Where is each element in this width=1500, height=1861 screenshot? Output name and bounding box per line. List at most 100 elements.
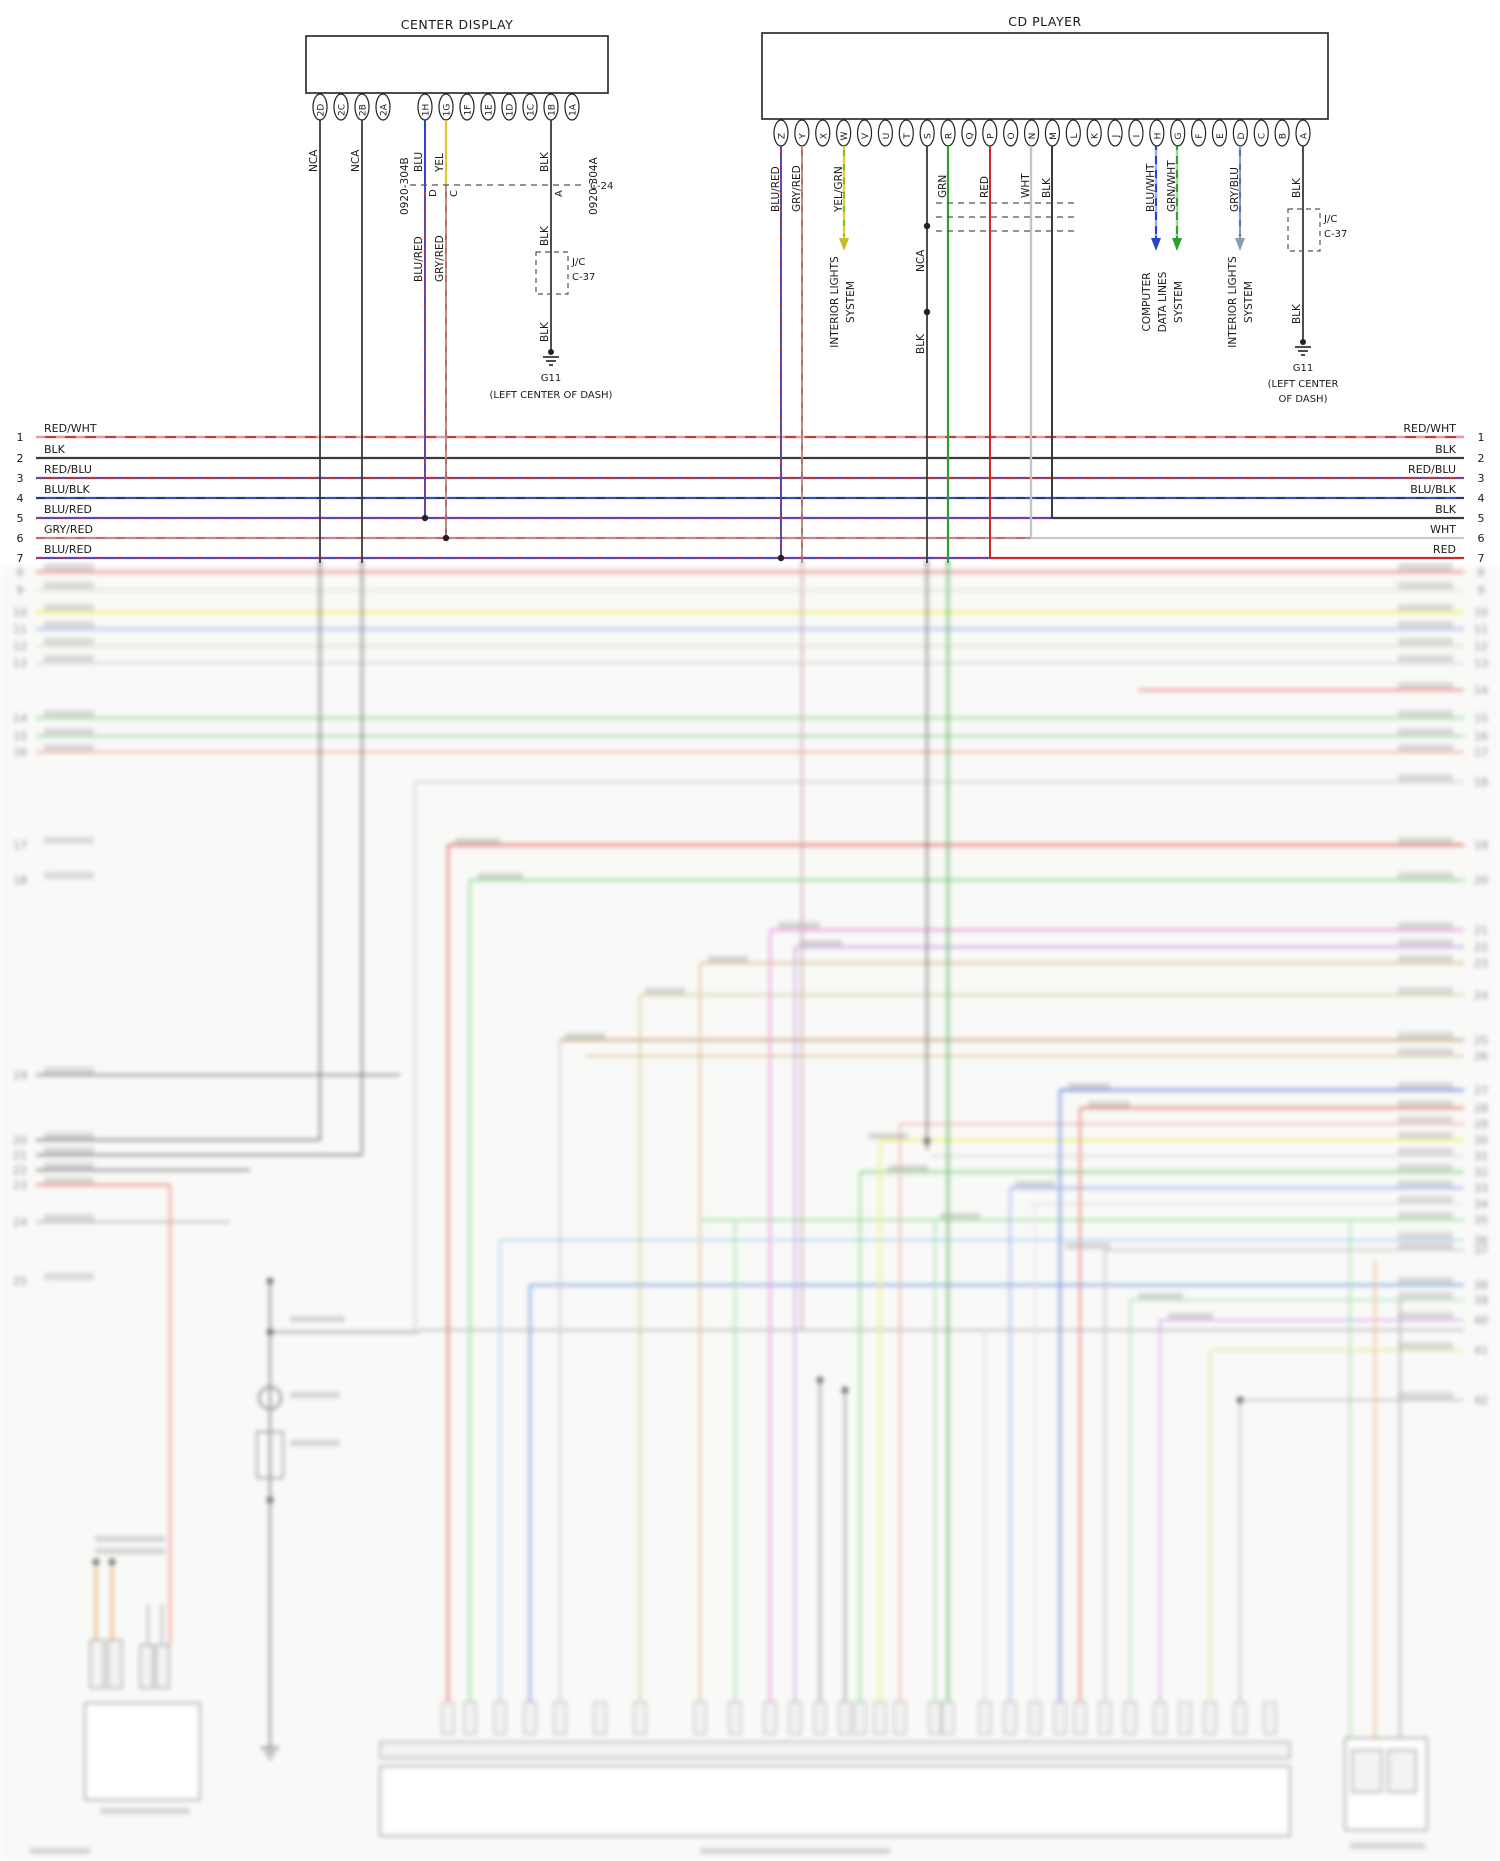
arrow-down-icon bbox=[1235, 238, 1245, 251]
cd-pin-letter: H bbox=[1153, 133, 1163, 140]
row-label-left: RED/BLU bbox=[44, 463, 92, 476]
blur-row-number-right: 22 bbox=[1474, 941, 1488, 954]
blur-row-label-right bbox=[1398, 922, 1453, 929]
blur-row-label-left bbox=[44, 1162, 94, 1169]
blur-row-number-right: 9 bbox=[1478, 584, 1485, 597]
blur-junction-dot bbox=[266, 1328, 274, 1336]
blur-row-number-left: 12 bbox=[13, 640, 27, 653]
blur-row-label-right bbox=[1398, 604, 1453, 611]
blur-connector-stub bbox=[633, 1701, 647, 1735]
cd-pin-oval bbox=[1065, 119, 1081, 147]
cd-pin-oval bbox=[961, 119, 977, 147]
blur-label-blob bbox=[100, 1808, 190, 1814]
blur-row-label-right bbox=[1398, 582, 1453, 589]
blur-row-label-left bbox=[44, 1214, 94, 1221]
cd-pin-letter: N bbox=[1028, 133, 1038, 140]
row-number-right: 1 bbox=[1478, 431, 1485, 444]
blur-row-label-left bbox=[44, 621, 94, 628]
cd-pin-letter: J bbox=[1112, 135, 1122, 139]
blur-row-number-right: 12 bbox=[1474, 640, 1488, 653]
blur-connector-stub bbox=[928, 1701, 942, 1735]
row-number-right: 5 bbox=[1478, 512, 1485, 525]
wire-label-m: BLK bbox=[1041, 177, 1053, 198]
cd-pin-oval bbox=[1211, 119, 1228, 147]
blur-connector-stub bbox=[693, 1701, 707, 1735]
blur-label-blob bbox=[95, 1536, 165, 1542]
center-pin-letter: 1H bbox=[422, 104, 432, 117]
cd-pin-letter: Z bbox=[778, 133, 788, 139]
row-label-right: BLK bbox=[1435, 503, 1457, 516]
blur-label-blob bbox=[778, 922, 820, 928]
blur-component-box bbox=[155, 1644, 170, 1689]
blur-row-label-right bbox=[1398, 774, 1453, 781]
blur-row-label-right bbox=[1398, 1392, 1453, 1399]
wire-label-h: BLU/WHT bbox=[1145, 163, 1157, 212]
blur-row-label-right bbox=[1398, 955, 1453, 962]
wire-label-d: GRY/BLU bbox=[1229, 167, 1241, 212]
system-interior-right-2: SYSTEM bbox=[1243, 281, 1255, 323]
row-label-left: RED/WHT bbox=[44, 422, 97, 435]
ground-id-right: G11 bbox=[1293, 363, 1313, 374]
cd-pin-letter: E bbox=[1216, 133, 1226, 139]
blurred-lower-section: 8 9 10 11 12 13 14 15 16 17 18 19 20 21 22 23 24 25 8 9 10 11… bbox=[0, 560, 1500, 1861]
blur-row-number-right: 34 bbox=[1474, 1198, 1488, 1211]
blur-connector-stub bbox=[441, 1701, 455, 1735]
blur-label-blob bbox=[1088, 1101, 1130, 1107]
blur-connector-stub bbox=[1153, 1701, 1167, 1735]
blur-row-label-right bbox=[1398, 1277, 1453, 1284]
blur-connector-stub bbox=[1098, 1701, 1112, 1735]
blur-label-blob bbox=[1068, 1083, 1110, 1089]
blur-row-number-left: 10 bbox=[13, 606, 27, 619]
row-label-right: RED/WHT bbox=[1403, 422, 1456, 435]
row-label-right: BLU/BLK bbox=[1410, 483, 1457, 496]
blur-label-blob bbox=[95, 1548, 165, 1554]
blur-label-blob bbox=[700, 1848, 890, 1854]
center-display-box bbox=[305, 35, 609, 94]
center-pin-letter: 2B bbox=[359, 104, 369, 116]
blur-row-number-left: 11 bbox=[13, 623, 27, 636]
blur-row-number-left: 9 bbox=[17, 584, 24, 597]
blur-connector-stub bbox=[493, 1701, 507, 1735]
center-pin-letter: 1G bbox=[443, 104, 453, 117]
ground-location-right-1: (LEFT CENTER bbox=[1268, 379, 1339, 390]
cd-pin-oval bbox=[794, 119, 810, 147]
junction-dot bbox=[923, 308, 931, 316]
blur-connector-stub bbox=[838, 1701, 852, 1735]
blur-connector-stub bbox=[728, 1701, 742, 1735]
blur-label-blob bbox=[868, 1133, 908, 1139]
blur-row-number-left: 17 bbox=[13, 839, 27, 852]
cd-pin-letter: U bbox=[882, 133, 892, 140]
blur-row-number-right: 17 bbox=[1474, 746, 1488, 759]
jc-left-line2: C-37 bbox=[572, 272, 595, 283]
blur-row-label-right bbox=[1398, 728, 1453, 735]
center-pin-oval bbox=[501, 93, 517, 121]
cd-pin-letter: F bbox=[1195, 133, 1205, 138]
center-pin-oval bbox=[375, 93, 391, 121]
blur-label-blob bbox=[290, 1440, 340, 1446]
blur-row-number-right: 42 bbox=[1474, 1394, 1488, 1407]
jc-left-line1: J/C bbox=[571, 257, 585, 268]
blur-row-number-left: 19 bbox=[13, 1069, 27, 1082]
row-label-right: BLK bbox=[1435, 443, 1457, 456]
blur-row-label-right bbox=[1398, 1048, 1453, 1055]
cd-pin-oval bbox=[898, 119, 914, 147]
row-number-right: 2 bbox=[1478, 452, 1485, 465]
wire-label-blk-mid: BLK bbox=[539, 225, 551, 246]
cd-pin-letter: I bbox=[1132, 135, 1142, 138]
blur-row-label-right bbox=[1398, 1292, 1453, 1299]
blur-row-label-right bbox=[1398, 638, 1453, 645]
cd-pin-letter: W bbox=[840, 131, 850, 140]
blur-row-label-right bbox=[1398, 682, 1453, 689]
blur-connector-stub bbox=[1233, 1701, 1247, 1735]
blur-label-blob bbox=[645, 988, 685, 994]
blur-row-label-right bbox=[1398, 564, 1453, 571]
blur-row-label-left bbox=[44, 728, 94, 735]
cd-pin-oval bbox=[1190, 119, 1207, 147]
cd-player-title: CD PLAYER bbox=[1008, 14, 1081, 29]
blur-row-label-left bbox=[44, 638, 94, 645]
wire-label-gry-red: GRY/RED bbox=[434, 235, 446, 282]
center-pin-oval bbox=[333, 93, 349, 121]
wire-label-blk-ground: BLK bbox=[539, 321, 551, 342]
center-pin-letter: 2D bbox=[317, 104, 327, 117]
